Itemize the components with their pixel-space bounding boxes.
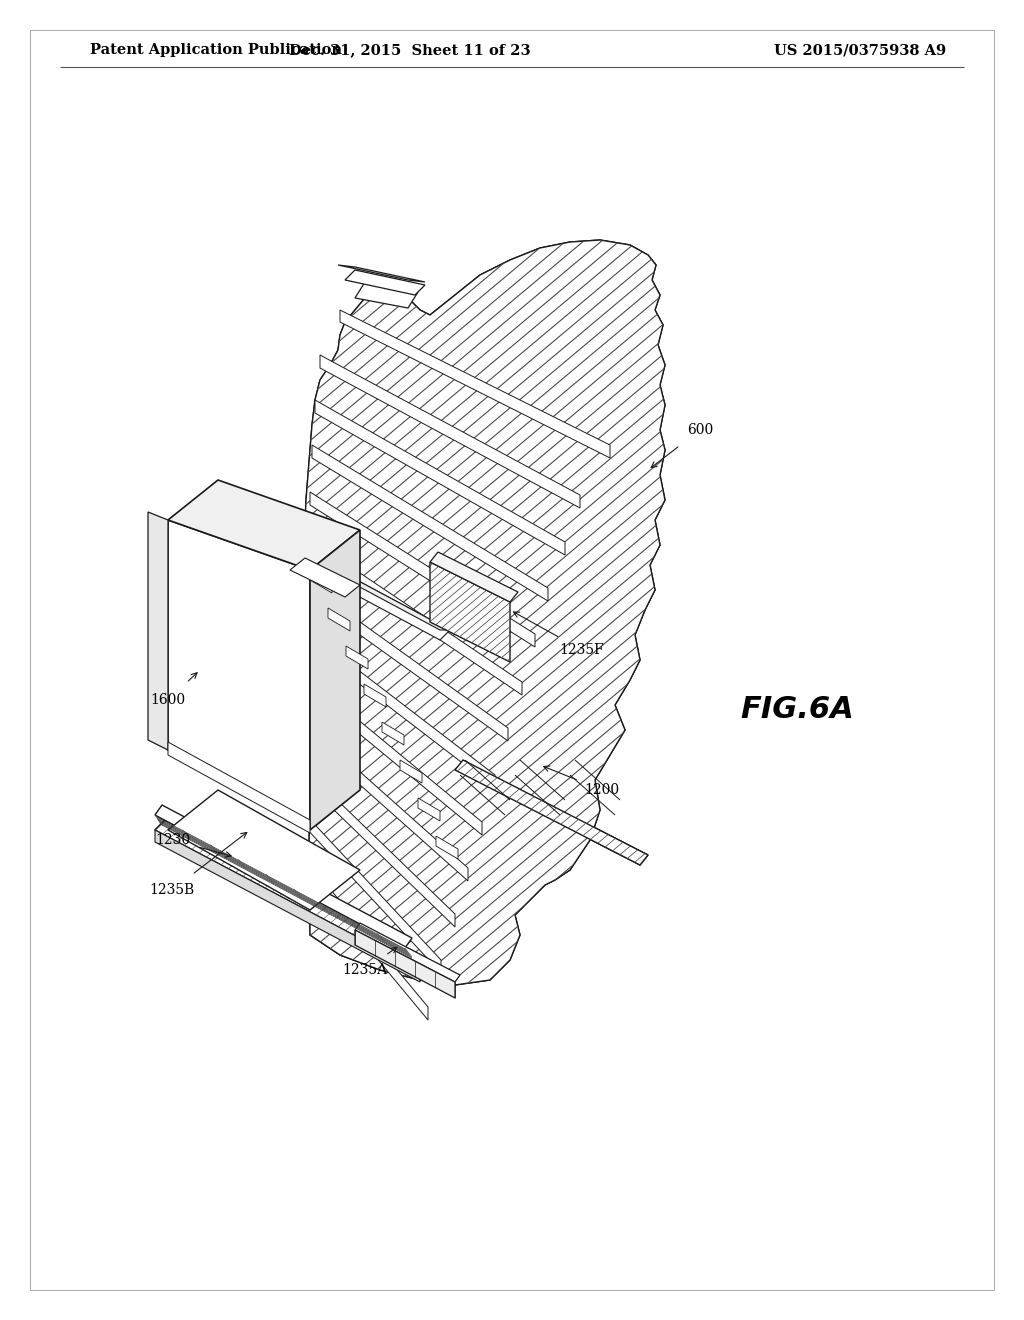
Polygon shape xyxy=(430,562,510,663)
Polygon shape xyxy=(310,492,535,647)
Text: 600: 600 xyxy=(687,422,713,437)
Polygon shape xyxy=(338,265,425,282)
Polygon shape xyxy=(400,760,422,783)
Polygon shape xyxy=(355,282,418,308)
Polygon shape xyxy=(304,240,665,985)
Polygon shape xyxy=(168,480,360,570)
Polygon shape xyxy=(304,722,468,880)
Polygon shape xyxy=(305,814,441,973)
Polygon shape xyxy=(319,355,580,508)
Polygon shape xyxy=(300,554,450,630)
Text: 1200: 1200 xyxy=(585,783,620,797)
Text: 1235B: 1235B xyxy=(150,883,195,898)
Polygon shape xyxy=(382,722,404,744)
PathPatch shape xyxy=(430,562,510,663)
Polygon shape xyxy=(155,820,430,970)
Polygon shape xyxy=(346,645,368,669)
Polygon shape xyxy=(436,836,458,859)
Text: FIG.6A: FIG.6A xyxy=(740,696,854,725)
Text: US 2015/0375938 A9: US 2015/0375938 A9 xyxy=(774,44,946,57)
Polygon shape xyxy=(155,830,420,982)
Polygon shape xyxy=(310,531,360,830)
Polygon shape xyxy=(315,400,565,554)
Polygon shape xyxy=(328,609,350,631)
Polygon shape xyxy=(168,789,360,909)
Polygon shape xyxy=(168,520,310,830)
Polygon shape xyxy=(304,768,455,927)
Polygon shape xyxy=(364,684,386,708)
Polygon shape xyxy=(148,512,168,750)
Polygon shape xyxy=(306,861,428,1020)
Polygon shape xyxy=(430,552,518,602)
Polygon shape xyxy=(290,558,360,597)
Polygon shape xyxy=(355,931,455,998)
Polygon shape xyxy=(455,760,648,865)
Text: 1600: 1600 xyxy=(151,693,185,708)
Text: 1235F: 1235F xyxy=(560,643,604,657)
Text: 1230: 1230 xyxy=(156,833,190,847)
PathPatch shape xyxy=(304,240,665,985)
Polygon shape xyxy=(305,676,482,836)
PathPatch shape xyxy=(455,760,648,865)
Polygon shape xyxy=(312,445,548,601)
Polygon shape xyxy=(310,570,332,593)
Polygon shape xyxy=(306,630,495,788)
Polygon shape xyxy=(418,799,440,821)
Polygon shape xyxy=(340,310,610,458)
Polygon shape xyxy=(168,742,310,833)
Polygon shape xyxy=(155,805,412,948)
Text: 1235A: 1235A xyxy=(342,964,387,977)
PathPatch shape xyxy=(155,820,430,970)
Text: Dec. 31, 2015  Sheet 11 of 23: Dec. 31, 2015 Sheet 11 of 23 xyxy=(289,44,530,57)
Polygon shape xyxy=(308,539,522,696)
Polygon shape xyxy=(345,271,425,294)
Polygon shape xyxy=(300,554,450,640)
Polygon shape xyxy=(355,923,460,982)
Text: Patent Application Publication: Patent Application Publication xyxy=(90,44,342,57)
Polygon shape xyxy=(307,583,508,741)
